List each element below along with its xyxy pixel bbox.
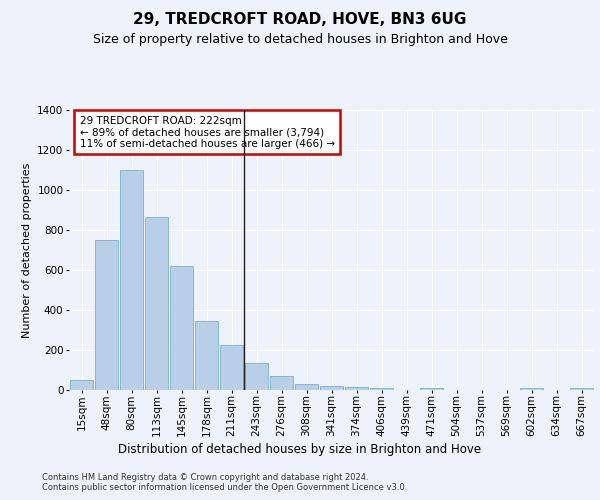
- Bar: [95, 240, 118, 390]
- Bar: [120, 170, 143, 390]
- Bar: [370, 388, 393, 390]
- Bar: [220, 345, 243, 390]
- Text: 29 TREDCROFT ROAD: 222sqm
← 89% of detached houses are smaller (3,794)
11% of se: 29 TREDCROFT ROAD: 222sqm ← 89% of detac…: [79, 116, 335, 149]
- Bar: [295, 384, 318, 390]
- Bar: [320, 386, 343, 390]
- Bar: [170, 266, 193, 390]
- Bar: [420, 388, 443, 390]
- Y-axis label: Number of detached properties: Number of detached properties: [22, 162, 32, 338]
- Bar: [195, 321, 218, 390]
- Bar: [70, 380, 93, 390]
- Bar: [145, 217, 168, 390]
- Text: 29, TREDCROFT ROAD, HOVE, BN3 6UG: 29, TREDCROFT ROAD, HOVE, BN3 6UG: [133, 12, 467, 28]
- Text: Size of property relative to detached houses in Brighton and Hove: Size of property relative to detached ho…: [92, 32, 508, 46]
- Text: Distribution of detached houses by size in Brighton and Hove: Distribution of detached houses by size …: [118, 442, 482, 456]
- Bar: [345, 387, 368, 390]
- Text: Contains HM Land Registry data © Crown copyright and database right 2024.
Contai: Contains HM Land Registry data © Crown c…: [42, 472, 407, 492]
- Bar: [570, 388, 593, 390]
- Bar: [270, 376, 293, 390]
- Bar: [245, 363, 268, 390]
- Bar: [520, 388, 543, 390]
